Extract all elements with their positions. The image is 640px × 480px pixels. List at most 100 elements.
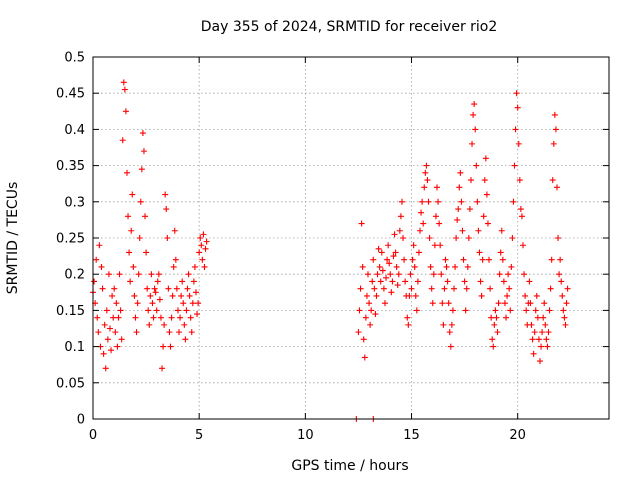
data-point <box>127 278 134 285</box>
data-point <box>171 227 178 234</box>
data-point <box>535 336 542 343</box>
data-point <box>362 314 369 321</box>
data-point <box>471 101 478 108</box>
data-point <box>359 263 366 270</box>
data-point <box>514 104 521 111</box>
data-point <box>538 343 545 350</box>
data-point <box>421 184 428 191</box>
data-point <box>168 314 175 321</box>
data-point <box>391 231 398 238</box>
data-point <box>479 256 486 263</box>
data-point <box>555 235 562 241</box>
data-point <box>129 191 136 198</box>
data-point <box>150 314 157 321</box>
x-tick-labels: 0 5 10 15 20 <box>89 428 526 443</box>
data-point <box>111 285 118 292</box>
data-point <box>486 256 493 263</box>
data-point <box>146 321 153 328</box>
data-point <box>386 260 393 267</box>
data-point <box>480 213 487 220</box>
data-point <box>116 271 123 278</box>
data-point <box>410 242 417 249</box>
data-point <box>426 235 433 241</box>
data-point <box>104 336 111 343</box>
data-point <box>375 245 382 252</box>
data-point <box>552 126 559 133</box>
data-point <box>542 321 549 328</box>
data-point <box>475 227 482 234</box>
data-point <box>125 213 132 220</box>
data-point <box>533 292 540 299</box>
data-point <box>366 300 373 307</box>
data-point <box>531 329 538 336</box>
data-point <box>396 227 403 234</box>
data-point <box>415 249 422 256</box>
data-point <box>401 256 408 263</box>
chart-title: Day 355 of 2024, SRMTID for receiver rio… <box>201 19 498 35</box>
data-point <box>495 300 502 307</box>
data-point <box>363 292 370 299</box>
data-point <box>139 130 146 137</box>
data-point <box>94 314 101 321</box>
data-point <box>408 285 415 292</box>
data-point <box>434 184 440 191</box>
data-point <box>443 263 450 270</box>
data-point <box>145 307 152 314</box>
data-points <box>90 79 571 422</box>
y-tick-label: 0 <box>77 413 85 428</box>
data-point <box>506 285 513 292</box>
data-point <box>460 256 467 263</box>
data-point <box>195 300 202 307</box>
y-tick-label: 0.05 <box>56 376 85 391</box>
data-point <box>496 271 503 278</box>
data-point <box>520 242 526 249</box>
data-point <box>540 314 547 321</box>
data-point <box>393 263 400 270</box>
data-point <box>508 263 515 270</box>
data-point <box>381 300 388 307</box>
data-point <box>368 307 375 314</box>
data-point <box>164 235 171 241</box>
data-point <box>505 271 512 278</box>
data-point <box>395 271 402 278</box>
data-point <box>491 321 498 328</box>
data-point <box>173 285 180 292</box>
data-point <box>490 343 497 350</box>
data-point <box>501 300 508 307</box>
data-point <box>388 289 395 296</box>
data-point <box>464 263 471 270</box>
data-point <box>169 292 176 299</box>
data-point <box>132 314 139 321</box>
data-point <box>453 235 460 241</box>
data-point <box>126 249 133 256</box>
data-point <box>435 198 442 205</box>
data-point <box>144 285 151 292</box>
data-point <box>117 307 124 314</box>
data-point <box>494 329 501 336</box>
data-point <box>418 209 425 216</box>
data-point <box>498 227 505 234</box>
data-point <box>152 289 159 296</box>
data-point <box>356 307 363 314</box>
data-point <box>548 256 555 263</box>
data-point <box>108 347 115 354</box>
data-point <box>530 350 537 357</box>
data-point <box>143 249 150 256</box>
data-point <box>398 198 405 205</box>
data-point <box>455 206 462 213</box>
data-point <box>201 263 208 270</box>
data-point <box>128 227 135 234</box>
data-point <box>518 213 525 220</box>
data-point <box>394 282 401 289</box>
data-point <box>466 206 473 213</box>
data-point <box>458 198 465 205</box>
data-point <box>138 166 145 173</box>
data-point <box>504 292 511 299</box>
data-point <box>526 278 533 285</box>
data-point <box>539 329 546 336</box>
data-point <box>172 256 179 263</box>
data-point <box>372 311 379 318</box>
data-point <box>187 314 194 321</box>
data-point <box>406 292 413 299</box>
